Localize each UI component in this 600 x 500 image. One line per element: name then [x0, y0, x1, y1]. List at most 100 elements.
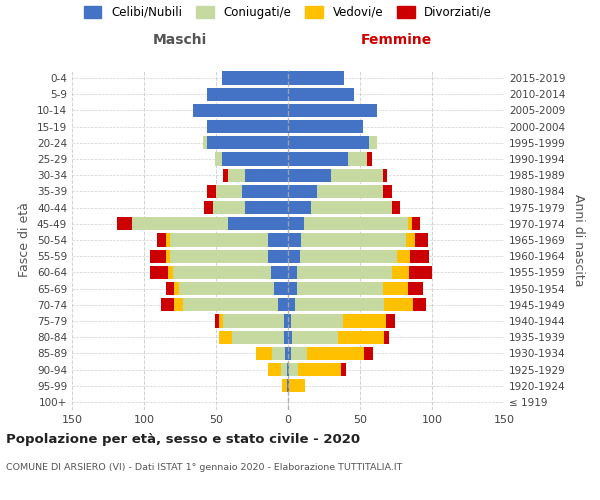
Bar — [208, 185, 216, 198]
Bar — [288, 282, 296, 295]
Bar — [331, 168, 383, 182]
Bar — [288, 266, 296, 279]
Bar — [183, 298, 278, 312]
Bar — [284, 330, 288, 344]
Bar — [223, 168, 227, 182]
Text: COMUNE DI ARSIERO (VI) - Dati ISTAT 1° gennaio 2020 - Elaborazione TUTTITALIA.IT: COMUNE DI ARSIERO (VI) - Dati ISTAT 1° g… — [6, 462, 403, 471]
Bar — [413, 298, 426, 312]
Bar — [216, 185, 242, 198]
Bar — [222, 72, 288, 85]
Text: Maschi: Maschi — [153, 34, 207, 48]
Bar — [256, 346, 272, 360]
Bar — [386, 314, 395, 328]
Bar — [272, 346, 285, 360]
Bar — [407, 282, 424, 295]
Bar — [383, 282, 407, 295]
Bar — [299, 250, 397, 263]
Bar — [245, 201, 288, 214]
Bar — [179, 282, 274, 295]
Bar — [288, 185, 317, 198]
Bar — [215, 152, 222, 166]
Bar — [274, 282, 288, 295]
Text: Popolazione per età, sesso e stato civile - 2020: Popolazione per età, sesso e stato civil… — [6, 432, 360, 446]
Bar — [242, 185, 288, 198]
Bar — [288, 120, 363, 134]
Legend: Celibi/Nubili, Coniugati/e, Vedovi/e, Divorziati/e: Celibi/Nubili, Coniugati/e, Vedovi/e, Di… — [79, 1, 497, 24]
Bar — [341, 363, 346, 376]
Bar — [385, 298, 413, 312]
Bar — [232, 330, 284, 344]
Bar — [161, 298, 174, 312]
Bar — [227, 168, 245, 182]
Bar — [288, 330, 292, 344]
Bar — [288, 72, 344, 85]
Bar — [116, 217, 133, 230]
Bar — [227, 217, 288, 230]
Bar — [208, 88, 288, 101]
Bar — [410, 250, 429, 263]
Bar — [223, 314, 284, 328]
Bar — [392, 201, 400, 214]
Bar — [268, 250, 288, 263]
Bar — [385, 330, 389, 344]
Bar — [288, 201, 311, 214]
Bar — [281, 363, 287, 376]
Bar — [407, 217, 412, 230]
Bar — [288, 363, 289, 376]
Bar — [166, 234, 170, 246]
Y-axis label: Fasce di età: Fasce di età — [19, 202, 31, 278]
Bar — [288, 136, 368, 149]
Bar — [292, 330, 338, 344]
Bar — [289, 379, 305, 392]
Bar — [298, 363, 341, 376]
Bar — [170, 250, 268, 263]
Bar — [219, 330, 232, 344]
Bar — [296, 282, 383, 295]
Bar — [166, 250, 170, 263]
Bar — [150, 250, 166, 263]
Bar — [215, 314, 219, 328]
Bar — [150, 266, 169, 279]
Bar — [268, 234, 288, 246]
Bar — [392, 266, 409, 279]
Bar — [288, 298, 295, 312]
Bar — [282, 379, 287, 392]
Bar — [245, 168, 288, 182]
Bar — [368, 136, 377, 149]
Bar — [338, 330, 385, 344]
Bar — [288, 250, 299, 263]
Bar — [412, 217, 421, 230]
Bar — [173, 266, 271, 279]
Bar — [288, 346, 291, 360]
Bar — [288, 104, 377, 117]
Bar — [406, 234, 415, 246]
Bar — [367, 152, 371, 166]
Bar — [343, 314, 386, 328]
Y-axis label: Anni di nascita: Anni di nascita — [572, 194, 585, 286]
Bar — [288, 217, 304, 230]
Bar — [285, 346, 288, 360]
Bar — [291, 314, 343, 328]
Bar — [288, 88, 354, 101]
Bar — [289, 363, 298, 376]
Bar — [301, 234, 406, 246]
Bar — [157, 234, 166, 246]
Bar — [383, 185, 392, 198]
Bar — [397, 250, 410, 263]
Bar — [193, 104, 288, 117]
Bar — [268, 363, 281, 376]
Bar — [222, 152, 288, 166]
Bar — [311, 201, 392, 214]
Bar — [415, 234, 428, 246]
Bar — [208, 136, 288, 149]
Bar — [287, 379, 288, 392]
Bar — [284, 314, 288, 328]
Bar — [409, 266, 432, 279]
Bar — [170, 234, 268, 246]
Bar — [174, 282, 179, 295]
Bar — [133, 217, 227, 230]
Bar — [288, 234, 301, 246]
Bar — [383, 168, 388, 182]
Bar — [288, 152, 349, 166]
Bar — [219, 314, 223, 328]
